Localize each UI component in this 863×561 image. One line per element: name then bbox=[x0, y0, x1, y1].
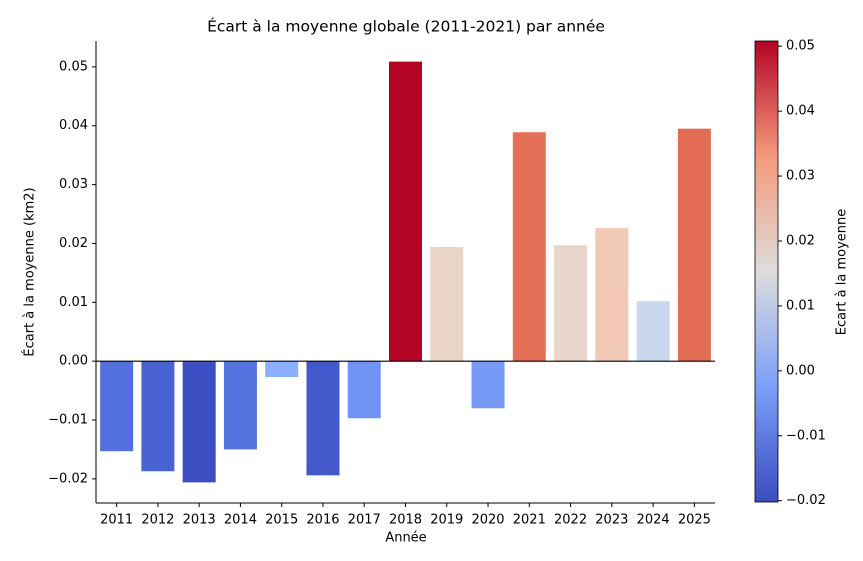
bar bbox=[388, 61, 423, 362]
bar bbox=[512, 132, 546, 362]
y-tick-label: 0.00 bbox=[59, 354, 88, 369]
x-tick-label: 2020 bbox=[471, 513, 504, 528]
colorbar-tick-label: −0.02 bbox=[786, 493, 826, 508]
x-tick-label: 2019 bbox=[430, 513, 463, 528]
bar bbox=[265, 361, 299, 378]
x-tick-label: 2018 bbox=[389, 513, 422, 528]
x-tick-label: 2021 bbox=[513, 513, 546, 528]
colorbar-tick-label: 0.05 bbox=[786, 39, 815, 54]
y-tick-label: 0.02 bbox=[59, 236, 88, 251]
x-tick-label: 2013 bbox=[183, 513, 216, 528]
y-tick-label: 0.01 bbox=[59, 295, 88, 310]
bar bbox=[595, 228, 629, 362]
bar bbox=[347, 361, 381, 419]
colorbar-tick-label: 0.01 bbox=[786, 298, 815, 313]
bar bbox=[141, 361, 175, 472]
bar bbox=[430, 246, 464, 362]
bar bbox=[677, 128, 711, 362]
x-tick-label: 2014 bbox=[224, 513, 257, 528]
x-axis-label: Année bbox=[385, 531, 426, 546]
y-axis-label: Écart à la moyenne (km2) bbox=[22, 187, 38, 356]
colorbar-label: Ecart à la moyenne bbox=[835, 209, 850, 336]
bar bbox=[306, 361, 340, 476]
y-tick-label: −0.02 bbox=[48, 471, 88, 486]
bar bbox=[182, 361, 216, 483]
colorbar-tick-label: −0.01 bbox=[786, 428, 826, 443]
colorbar-tick-label: 0.04 bbox=[786, 104, 815, 119]
y-tick-label: −0.01 bbox=[48, 413, 88, 428]
x-tick-label: 2011 bbox=[100, 513, 133, 528]
bar bbox=[471, 361, 505, 409]
bar bbox=[223, 361, 257, 450]
x-tick-label: 2024 bbox=[637, 513, 670, 528]
colorbar-tick-label: 0.02 bbox=[786, 233, 815, 248]
x-tick-label: 2025 bbox=[678, 513, 711, 528]
colorbar-tick-label: 0.00 bbox=[786, 363, 815, 378]
bar bbox=[100, 361, 134, 452]
x-tick-label: 2015 bbox=[265, 513, 298, 528]
bar bbox=[554, 245, 588, 362]
y-tick-label: 0.05 bbox=[59, 59, 88, 74]
colorbar-tick-label: 0.03 bbox=[786, 169, 815, 184]
x-tick-label: 2016 bbox=[306, 513, 339, 528]
x-tick-label: 2012 bbox=[141, 513, 174, 528]
x-tick-label: 2017 bbox=[348, 513, 381, 528]
bar bbox=[636, 301, 670, 362]
y-tick-label: 0.03 bbox=[59, 177, 88, 192]
colorbar bbox=[754, 40, 779, 503]
x-tick-label: 2023 bbox=[595, 513, 628, 528]
y-tick-label: 0.04 bbox=[59, 118, 88, 133]
chart-title: Écart à la moyenne globale (2011-2021) p… bbox=[207, 17, 605, 36]
x-tick-label: 2022 bbox=[554, 513, 587, 528]
